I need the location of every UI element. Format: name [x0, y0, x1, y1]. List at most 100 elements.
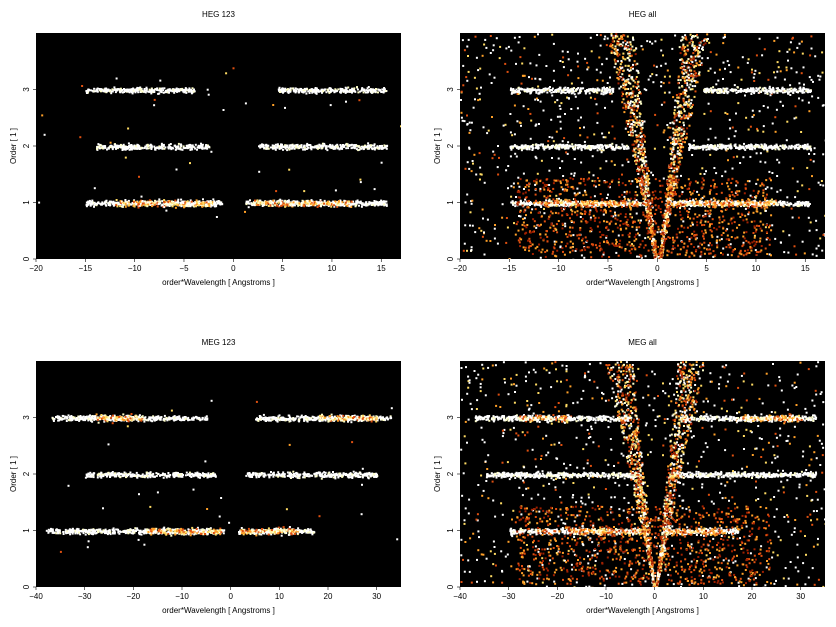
event-pixel: [126, 88, 129, 91]
event-pixel: [100, 146, 103, 149]
event-pixel: [538, 53, 541, 56]
event-pixel: [628, 203, 631, 205]
event-pixel: [361, 88, 364, 91]
event-pixel: [313, 88, 316, 91]
event-pixel: [526, 87, 529, 90]
event-pixel: [317, 89, 320, 92]
event-pixel: [289, 204, 292, 207]
event-pixel: [303, 201, 306, 204]
event-pixel: [346, 205, 349, 207]
event-pixel: [824, 234, 825, 237]
event-pixel: [124, 205, 127, 208]
event-pixel: [527, 108, 530, 110]
event-pixel: [663, 129, 666, 132]
event-pixel: [780, 241, 782, 244]
event-pixel: [257, 200, 260, 203]
event-pixel: [511, 200, 514, 203]
event-pixel: [805, 147, 807, 150]
event-pixel: [719, 145, 722, 148]
event-pixel: [601, 204, 604, 207]
event-pixel: [303, 203, 306, 206]
event-pixel: [603, 38, 606, 41]
event-pixel: [194, 147, 197, 150]
event-pixel: [694, 198, 697, 200]
event-pixel: [711, 145, 714, 147]
event-pixel: [553, 200, 556, 202]
event-pixel: [182, 202, 185, 205]
event-pixel: [365, 89, 368, 92]
event-pixel: [718, 202, 721, 205]
event-pixel: [86, 89, 89, 92]
event-pixel: [579, 227, 582, 229]
event-pixel: [560, 144, 563, 147]
event-pixel: [578, 144, 580, 147]
event-pixel: [809, 221, 812, 224]
event-pixel: [530, 145, 533, 147]
event-pixel: [813, 153, 816, 155]
event-pixel: [611, 44, 614, 47]
event-pixel: [613, 137, 616, 140]
event-pixel: [636, 185, 639, 188]
event-pixel: [87, 202, 90, 204]
event-pixel: [289, 90, 292, 93]
event-pixel: [153, 203, 156, 206]
event-pixel: [102, 145, 105, 148]
event-pixel: [308, 203, 311, 206]
event-pixel: [808, 152, 810, 155]
event-pixel: [517, 176, 520, 179]
event-pixel: [130, 144, 133, 146]
event-pixel: [138, 145, 141, 148]
event-pixel: [296, 143, 299, 146]
event-pixel: [382, 88, 385, 91]
event-pixel: [551, 136, 554, 139]
event-pixel: [96, 147, 98, 150]
event-pixel: [808, 203, 810, 206]
event-pixel: [291, 204, 294, 207]
event-pixel: [101, 88, 104, 91]
event-pixel: [557, 200, 560, 203]
event-pixel: [297, 89, 300, 92]
event-pixel: [328, 202, 331, 205]
event-pixel: [176, 201, 179, 204]
event-pixel: [144, 204, 147, 207]
event-pixel: [588, 177, 590, 180]
event-pixel: [353, 145, 356, 148]
event-pixel: [137, 144, 140, 147]
event-pixel: [604, 88, 606, 91]
event-pixel: [85, 203, 88, 206]
event-pixel: [652, 81, 655, 84]
event-pixel: [462, 249, 465, 252]
event-pixel: [588, 171, 591, 174]
event-pixel: [152, 202, 155, 205]
event-pixel: [640, 45, 643, 48]
event-pixel: [515, 145, 518, 148]
event-pixel: [758, 146, 761, 149]
event-pixel: [466, 193, 469, 196]
event-pixel: [510, 49, 513, 52]
event-pixel: [808, 147, 811, 150]
x-tick-label: 0: [231, 264, 236, 273]
event-pixel: [707, 244, 710, 247]
event-pixel: [616, 203, 619, 206]
event-pixel: [775, 202, 778, 205]
event-pixel: [602, 213, 605, 216]
event-pixel: [806, 147, 809, 150]
event-pixel: [652, 220, 655, 222]
event-pixel: [638, 255, 641, 258]
event-pixel: [366, 146, 369, 149]
event-pixel: [373, 148, 376, 151]
event-pixel: [101, 147, 104, 150]
event-pixel: [470, 170, 473, 173]
event-pixel: [475, 173, 478, 176]
event-pixel: [558, 86, 561, 89]
event-pixel: [178, 90, 181, 93]
event-pixel: [190, 148, 193, 151]
event-pixel: [162, 205, 164, 208]
event-pixel: [182, 90, 185, 93]
event-pixel: [88, 199, 91, 202]
event-pixel: [632, 67, 634, 70]
event-pixel: [577, 119, 580, 122]
event-pixel: [188, 144, 191, 147]
event-pixel: [299, 146, 301, 149]
event-pixel: [666, 139, 669, 141]
